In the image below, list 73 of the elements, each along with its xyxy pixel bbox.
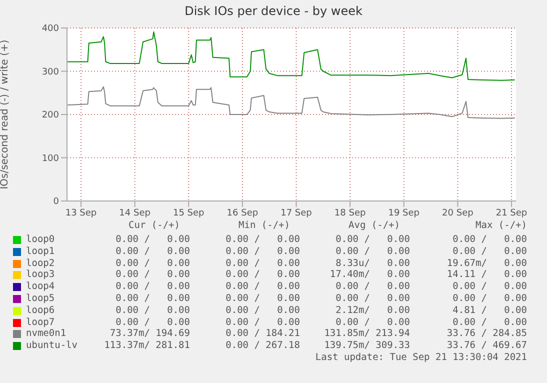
text: 0.00 / 0.00 (116, 281, 190, 292)
text: 0.00 / 0.00 (226, 234, 300, 245)
text: Min (-/+) (238, 220, 290, 231)
chart-title: Disk IOs per device - by week (184, 4, 364, 18)
y-tick-label: 100 (42, 154, 60, 164)
legend-label: loop1 (26, 246, 55, 257)
text: 0.00 / 0.00 (116, 293, 190, 304)
x-tick-label: 21 Sep (496, 208, 528, 218)
text: 0.00 / 0.00 (226, 258, 300, 269)
text: 0.00 / 0.00 (336, 246, 410, 257)
y-tick-label: 300 (42, 67, 60, 78)
text: 73.37m/ 194.69 (110, 328, 190, 340)
text: 8.33u/ 0.00 (336, 258, 410, 269)
text: 0.00 / 0.00 (226, 281, 300, 292)
text: 0.00 / 0.00 (116, 304, 190, 316)
x-tick-label: 20 Sep (442, 208, 474, 218)
text: 2.12m/ 0.00 (336, 304, 410, 316)
x-tick-label: 18 Sep (334, 208, 366, 218)
legend-label: loop6 (26, 304, 55, 316)
text: Cur (-/+) (128, 220, 180, 231)
text: 33.76 / 284.85 (446, 328, 527, 340)
text: 0.00 / 0.00 (226, 293, 300, 304)
text: 0.00 / 0.00 (116, 258, 190, 269)
text: 139.75m/ 309.33 (324, 340, 410, 352)
text: 33.76 / 469.67 (446, 340, 527, 352)
text: 0.00 / 0.00 (452, 316, 527, 328)
text: 131.85m/ 213.94 (324, 328, 410, 340)
text: 113.37m/ 281.81 (104, 340, 190, 352)
text: 0.00 / 0.00 (336, 316, 410, 328)
text: 0.00 / 0.00 (226, 316, 300, 328)
x-tick-label: 16 Sep (226, 208, 258, 218)
x-tick-label: 14 Sep (119, 208, 151, 218)
legend-label: loop5 (26, 293, 55, 304)
text: 19.67m/ 0.00 (446, 258, 527, 269)
x-tick-label: 19 Sep (388, 208, 420, 218)
legend-label: loop7 (26, 316, 55, 328)
text: 0.00 / 0.00 (226, 246, 300, 257)
text: Avg (-/+) (348, 220, 400, 231)
y-axis-title: IOs/second read (-) / write (+) (0, 40, 11, 190)
x-tick-label: 13 Sep (65, 208, 97, 218)
legend-label: loop3 (26, 269, 55, 280)
legend-label: loop0 (26, 234, 55, 245)
text: 0.00 / 0.00 (336, 281, 410, 292)
text: 0.00 / 0.00 (452, 281, 527, 292)
y-tick-label: 400 (42, 24, 60, 34)
text: 14.11 / 0.00 (446, 269, 527, 280)
text: 0.00 / 0.00 (116, 246, 190, 257)
y-tick-label: 200 (42, 110, 60, 121)
text: 0.00 / 0.00 (452, 293, 527, 304)
legend-label: ubuntu-lv (26, 340, 78, 352)
text: 0.00 / 267.18 (226, 340, 300, 352)
text: 0.00 / 0.00 (116, 316, 190, 328)
text: 0.00 / 0.00 (116, 234, 190, 245)
text: 0.00 / 184.21 (226, 328, 300, 340)
text: 0.00 / 0.00 (336, 293, 410, 304)
x-tick-label: 17 Sep (280, 208, 312, 218)
text: 0.00 / 0.00 (452, 234, 527, 245)
line-series (67, 86, 516, 119)
text: 0.00 / 0.00 (452, 246, 527, 257)
text: 0.00 / 0.00 (116, 269, 190, 280)
legend-label: loop4 (26, 281, 55, 292)
text: 0.00 / 0.00 (336, 234, 410, 245)
legend-label: nvme0n1 (26, 328, 66, 340)
text: 17.40m/ 0.00 (330, 269, 410, 280)
text: 4.81 / 0.00 (452, 304, 527, 316)
line-series (67, 31, 516, 81)
text: Last update: Tue Sep 21 13:30:04 2021 (315, 352, 527, 363)
legend-label: loop2 (26, 258, 55, 269)
text: Max (-/+) (476, 220, 527, 231)
y-tick-label: 0 (53, 197, 60, 208)
text: 0.00 / 0.00 (226, 304, 300, 316)
text: 0.00 / 0.00 (226, 269, 300, 280)
x-tick-label: 15 Sep (173, 208, 205, 218)
